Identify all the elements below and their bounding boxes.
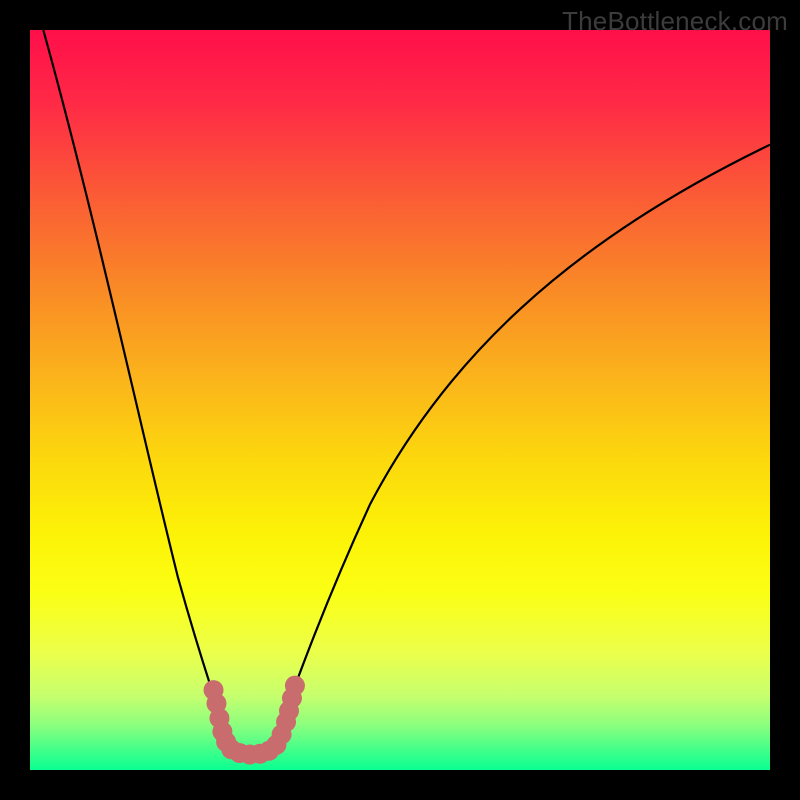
bottleneck-curve — [43, 30, 770, 752]
plot-area — [30, 30, 770, 770]
dip-markers — [204, 676, 305, 765]
chart-container: TheBottleneck.com — [0, 0, 800, 800]
watermark-text: TheBottleneck.com — [562, 6, 788, 37]
curve-overlay — [30, 30, 770, 770]
curve-right-branch — [278, 145, 770, 733]
curve-left-branch — [43, 30, 226, 733]
dip-marker — [285, 676, 305, 696]
